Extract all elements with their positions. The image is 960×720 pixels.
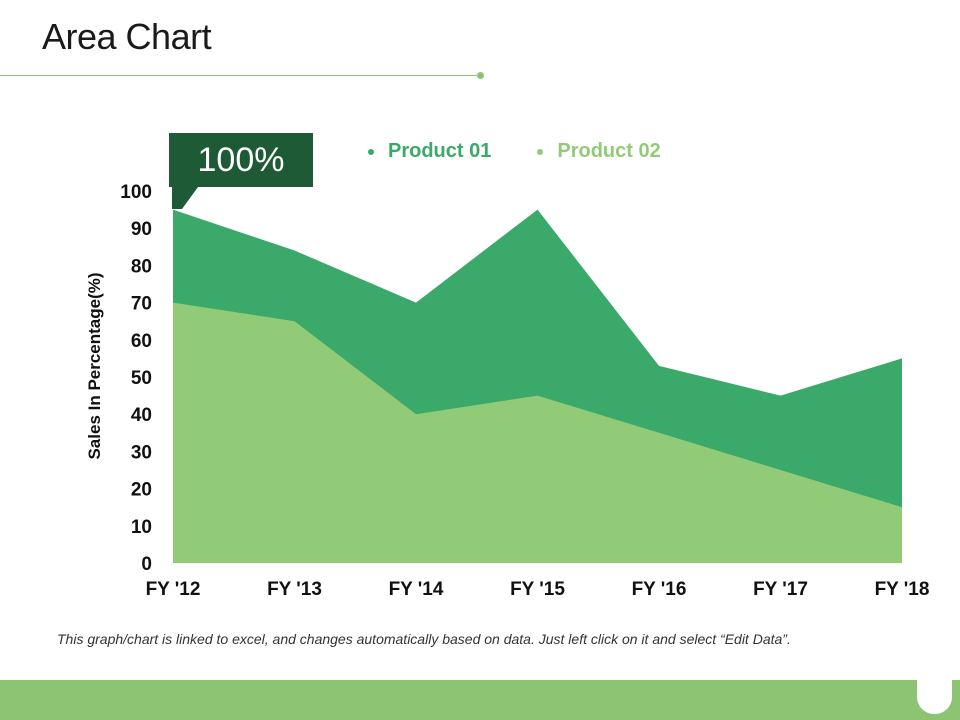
slide-title: Area Chart <box>42 16 212 57</box>
callout-pointer <box>172 187 198 209</box>
title-underline <box>0 75 480 76</box>
legend-item-product-01[interactable]: Product 01 <box>368 140 491 163</box>
y-tick-label: 40 <box>131 405 152 426</box>
footer-tab <box>917 680 952 714</box>
chart-footnote: This graph/chart is linked to excel, and… <box>57 631 791 647</box>
y-tick-label: 30 <box>131 442 152 463</box>
x-tick-label: FY '17 <box>753 579 808 600</box>
y-tick-label: 10 <box>131 517 152 538</box>
x-axis-ticks: FY '12 FY '13 FY '14 FY '15 FY '16 FY '17 FY '… <box>146 579 930 600</box>
legend-label: Product 02 <box>557 140 661 162</box>
footer-bar <box>0 680 960 720</box>
x-tick-label: FY '16 <box>632 579 687 600</box>
x-tick-label: FY '18 <box>875 579 930 600</box>
y-axis-ticks: 0 10 20 30 40 50 60 70 80 90 100 <box>120 182 152 575</box>
y-tick-label: 80 <box>131 256 152 277</box>
chart-legend: Product 01 Product 02 <box>368 140 661 163</box>
area-series-2[interactable] <box>173 302 902 563</box>
legend-label: Product 01 <box>388 140 492 162</box>
callout-box: 100% <box>169 133 313 187</box>
legend-bullet-icon <box>537 148 544 155</box>
area-series-group <box>173 209 902 563</box>
y-tick-label: 20 <box>131 480 152 501</box>
y-tick-label: 70 <box>131 294 152 315</box>
x-tick-label: FY '12 <box>146 579 201 600</box>
x-tick-label: FY '13 <box>267 579 322 600</box>
y-tick-label: 100 <box>120 182 152 203</box>
y-axis-label: Sales In Percentage(%) <box>85 272 104 459</box>
x-tick-label: FY '15 <box>510 579 565 600</box>
title-underline-dot <box>477 72 484 79</box>
legend-item-product-02[interactable]: Product 02 <box>537 140 661 163</box>
legend-bullet-icon <box>368 148 374 155</box>
y-tick-label: 50 <box>131 368 152 389</box>
x-tick-label: FY '14 <box>389 579 444 600</box>
y-tick-label: 90 <box>131 219 152 240</box>
y-tick-label: 60 <box>131 331 152 352</box>
y-tick-label: 0 <box>141 554 152 575</box>
